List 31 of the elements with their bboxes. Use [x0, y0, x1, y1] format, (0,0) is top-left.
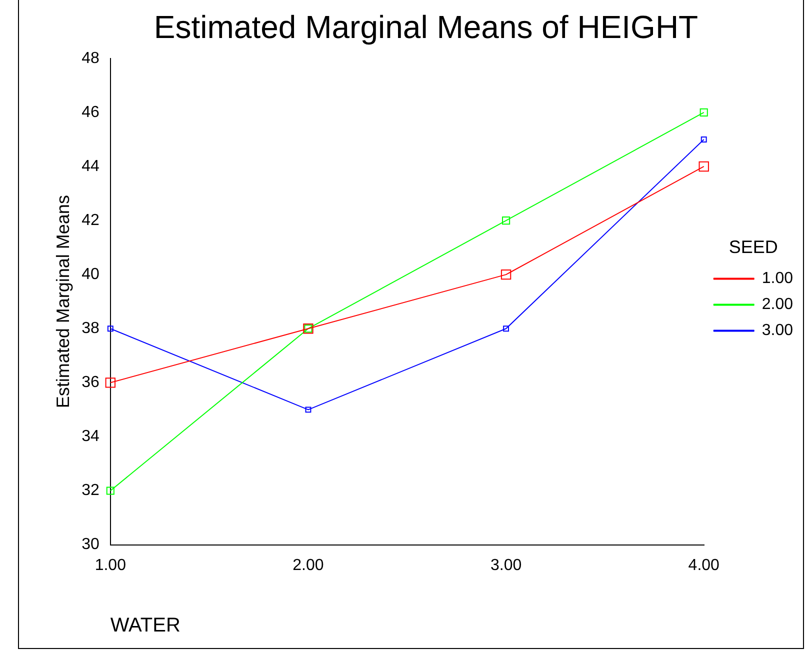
y-axis-title: Estimated Marginal Means	[52, 195, 73, 408]
y-tick-label: 38	[82, 320, 100, 338]
y-tick-label: 30	[82, 536, 100, 554]
legend-label: 1.00	[762, 270, 794, 288]
legend-label: 3.00	[762, 322, 794, 340]
x-axis-title: WATER	[110, 614, 180, 637]
x-tick-label: 4.00	[688, 556, 720, 574]
point	[502, 216, 510, 225]
point	[107, 326, 114, 332]
x-tick-label: 3.00	[490, 556, 522, 574]
y-tick-label: 42	[82, 212, 100, 229]
point	[698, 161, 709, 172]
y-tick-label: 36	[82, 374, 100, 392]
point	[106, 486, 114, 495]
chart-title: Estimated Marginal Means of HEIGHT	[154, 9, 698, 46]
y-tick-label: 40	[82, 266, 100, 283]
point	[500, 269, 512, 280]
point	[503, 326, 510, 332]
y-tick-label: 32	[82, 482, 100, 500]
x-tick-label: 1.00	[94, 556, 126, 574]
point	[305, 406, 312, 413]
y-tick-label: 48	[82, 50, 100, 67]
point	[700, 108, 708, 116]
y-tick-label: 34	[82, 428, 100, 446]
point	[105, 378, 116, 388]
y-tick-label: 44	[82, 158, 100, 175]
x-tick-label: 2.00	[292, 556, 324, 574]
legend-title: SEED	[728, 237, 778, 258]
legend-label: 2.00	[762, 296, 794, 314]
point	[700, 136, 707, 142]
y-tick-label: 46	[82, 104, 100, 121]
